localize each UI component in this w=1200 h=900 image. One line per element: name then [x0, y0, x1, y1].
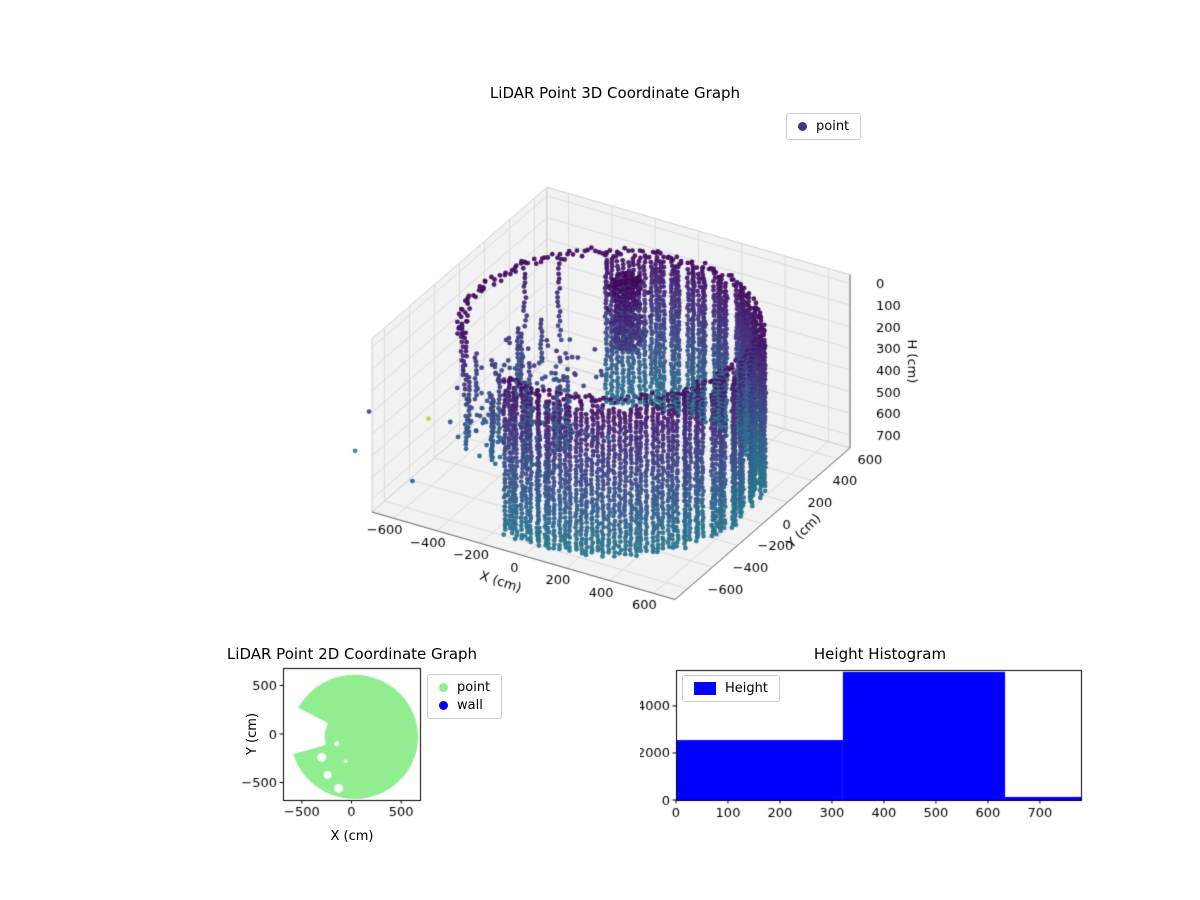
chart-2d-ylabel: Y (cm) [245, 712, 260, 756]
wall-marker-icon [439, 701, 448, 710]
chart-2d-xlabel: X (cm) [330, 829, 374, 844]
legend-label-wall: wall [457, 698, 483, 713]
legend-label-point: point [457, 680, 491, 695]
scatter3d-canvas[interactable] [300, 120, 980, 640]
chart-2d-legend: point wall [427, 674, 503, 719]
chart-3d-legend: point [786, 113, 862, 140]
scatter2d-canvas[interactable] [240, 660, 440, 825]
chart-3d-title: LiDAR Point 3D Coordinate Graph [489, 84, 741, 102]
chart-2d-title: LiDAR Point 2D Coordinate Graph [226, 645, 478, 663]
point-marker-icon [439, 683, 448, 692]
histogram-title: Height Histogram [813, 645, 947, 663]
legend-label-height: Height [725, 681, 768, 696]
point-marker-icon [798, 122, 807, 131]
legend-item-height: Height [694, 681, 768, 696]
histogram-legend: Height [682, 675, 780, 702]
height-swatch-icon [694, 682, 716, 695]
legend-item-wall: wall [439, 698, 490, 713]
legend-label-point: point [816, 119, 850, 134]
legend-item-point: point [798, 119, 849, 134]
legend-item-point: point [439, 680, 490, 695]
